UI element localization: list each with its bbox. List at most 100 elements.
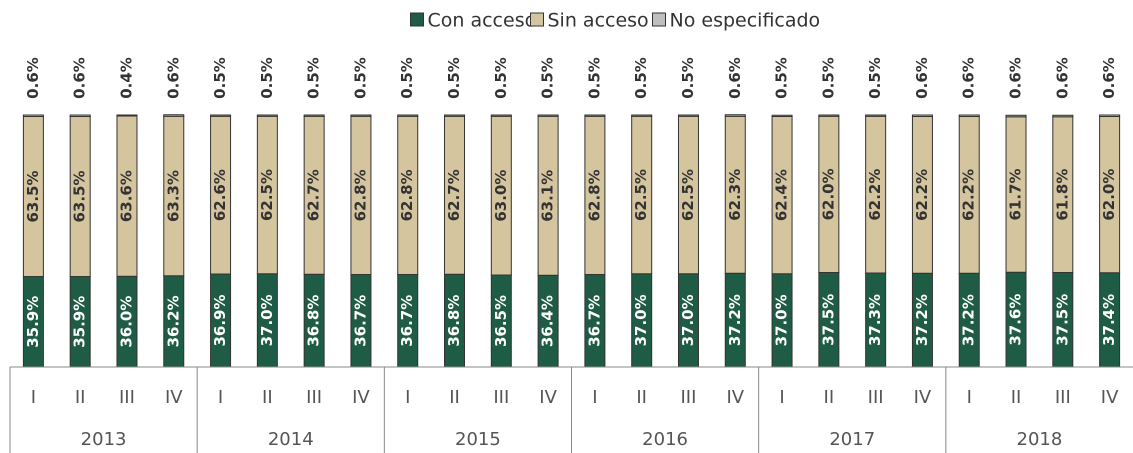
x-tick-label: I xyxy=(592,387,597,408)
value-label: 36.7% xyxy=(585,295,603,347)
bar-segment xyxy=(958,114,980,118)
value-label: 0.5% xyxy=(398,57,416,99)
value-label: 36.9% xyxy=(211,294,229,346)
value-label: 37.0% xyxy=(773,294,791,346)
bar-segment xyxy=(771,114,793,118)
value-label: 37.3% xyxy=(866,294,884,346)
bar-segment xyxy=(677,114,699,117)
legend-swatch xyxy=(652,12,666,27)
value-label: 63.1% xyxy=(539,170,557,222)
x-tick-label: IV xyxy=(165,387,183,408)
x-tick-label: II xyxy=(636,387,647,408)
value-label: 35.9% xyxy=(71,296,89,348)
bar-segment xyxy=(818,114,840,117)
bar-segment xyxy=(1099,114,1121,118)
value-label: 36.7% xyxy=(398,295,416,347)
value-label: 62.2% xyxy=(866,169,884,221)
value-label: 35.9% xyxy=(24,296,42,348)
value-label: 37.0% xyxy=(632,294,650,346)
value-label: 0.6% xyxy=(1100,57,1118,99)
value-label: 0.5% xyxy=(211,57,229,99)
value-label: 62.6% xyxy=(211,169,229,221)
bar-segment xyxy=(350,114,372,117)
group-label: 2016 xyxy=(642,429,688,450)
x-tick-label: I xyxy=(218,387,223,408)
value-label: 63.6% xyxy=(117,170,135,222)
value-label: 37.2% xyxy=(726,294,744,346)
value-label: 62.5% xyxy=(632,169,650,221)
value-label: 36.2% xyxy=(164,295,182,347)
value-label: 36.8% xyxy=(305,295,323,347)
x-tick-label: III xyxy=(493,387,509,408)
bar-segment xyxy=(210,114,232,117)
value-label: 0.6% xyxy=(71,57,89,99)
legend-swatch xyxy=(410,12,424,27)
value-label: 62.4% xyxy=(773,169,791,221)
value-label: 0.5% xyxy=(819,57,837,99)
x-tick-label: III xyxy=(1055,387,1071,408)
x-tick-label: I xyxy=(779,387,784,408)
bar-segment xyxy=(724,114,746,117)
bar-segment xyxy=(163,114,185,117)
bar-segment xyxy=(1052,114,1074,118)
value-label: 0.5% xyxy=(632,57,650,99)
bar-segment xyxy=(865,114,887,117)
value-label: 0.5% xyxy=(305,57,323,99)
value-label: 0.6% xyxy=(960,57,978,99)
x-tick-label: II xyxy=(824,387,835,408)
group-label: 2014 xyxy=(268,429,314,450)
value-label: 62.0% xyxy=(1100,169,1118,221)
bar-segment xyxy=(537,114,559,117)
bar-segment xyxy=(1005,114,1027,118)
bar-segment xyxy=(256,114,278,117)
bar-segment xyxy=(584,114,606,117)
x-tick-label: I xyxy=(967,387,972,408)
bar-segment xyxy=(116,114,138,117)
x-tick-label: I xyxy=(31,387,36,408)
group-label: 2013 xyxy=(81,429,127,450)
bar-segment xyxy=(911,114,933,118)
legend-label: No especificado xyxy=(670,10,821,32)
value-label: 0.5% xyxy=(773,57,791,99)
value-label: 36.0% xyxy=(117,296,135,348)
x-tick-label: III xyxy=(119,387,135,408)
value-label: 0.6% xyxy=(24,57,42,99)
x-tick-label: II xyxy=(262,387,273,408)
value-label: 0.6% xyxy=(164,57,182,99)
bar-segment xyxy=(397,114,419,117)
value-label: 0.4% xyxy=(117,57,135,99)
bar-segment xyxy=(303,114,325,117)
value-label: 37.5% xyxy=(819,294,837,346)
bar-segment xyxy=(444,114,466,117)
group-label: 2015 xyxy=(455,429,501,450)
value-label: 36.5% xyxy=(492,295,510,347)
value-label: 0.6% xyxy=(1053,57,1071,99)
x-tick-label: IV xyxy=(539,387,557,408)
value-label: 0.5% xyxy=(492,57,510,99)
bar-segment xyxy=(490,114,512,117)
value-label: 0.5% xyxy=(351,57,369,99)
value-label: 62.7% xyxy=(305,169,323,221)
value-label: 37.0% xyxy=(679,294,697,346)
value-label: 36.4% xyxy=(539,295,557,347)
value-label: 37.0% xyxy=(258,294,276,346)
value-label: 61.8% xyxy=(1053,169,1071,221)
group-label: 2017 xyxy=(829,429,875,450)
x-tick-label: IV xyxy=(914,387,932,408)
x-tick-label: III xyxy=(681,387,697,408)
value-label: 0.5% xyxy=(258,57,276,99)
x-tick-label: III xyxy=(868,387,884,408)
value-label: 62.8% xyxy=(398,169,416,221)
value-label: 63.0% xyxy=(492,170,510,222)
value-label: 62.0% xyxy=(819,168,837,220)
value-label: 62.8% xyxy=(585,169,603,221)
value-label: 62.7% xyxy=(445,169,463,221)
value-label: 0.6% xyxy=(726,57,744,99)
value-label: 0.5% xyxy=(866,57,884,99)
value-label: 62.2% xyxy=(913,169,931,221)
value-label: 0.5% xyxy=(539,57,557,99)
x-tick-label: II xyxy=(449,387,460,408)
x-tick-label: IV xyxy=(1101,387,1119,408)
value-label: 37.5% xyxy=(1053,294,1071,346)
value-label: 0.5% xyxy=(679,57,697,99)
